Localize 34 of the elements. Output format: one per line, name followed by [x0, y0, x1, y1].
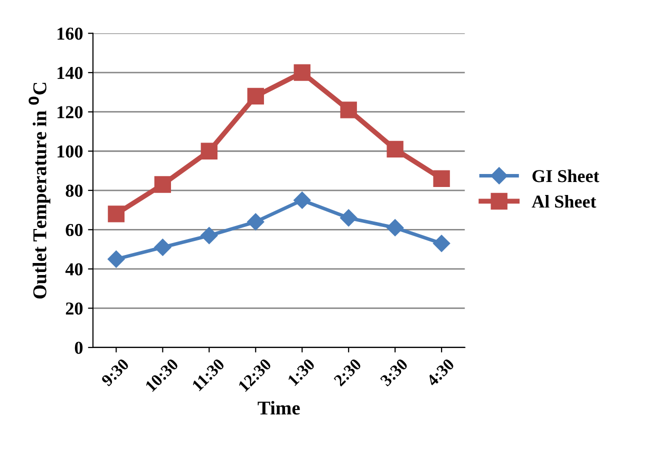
point — [200, 142, 218, 160]
y-tick-label: 160 — [58, 28, 83, 40]
legend-label: GI Sheet — [532, 170, 600, 182]
point — [433, 234, 450, 252]
point — [340, 209, 358, 226]
y-tick-label: 40 — [65, 263, 83, 276]
point — [386, 140, 404, 158]
y-tick-label: 80 — [66, 184, 83, 197]
y-tick-label: 20 — [66, 302, 83, 315]
y-tick-label: 120 — [58, 106, 83, 118]
point — [386, 219, 404, 236]
point — [340, 102, 357, 118]
point — [247, 213, 264, 230]
x-tick-label: 1:30 — [287, 358, 316, 386]
point — [154, 176, 172, 193]
point — [247, 88, 264, 104]
point — [108, 250, 125, 268]
y-tick-label: 60 — [66, 224, 83, 236]
point — [200, 227, 218, 244]
y-tick-label: 0 — [74, 342, 83, 354]
point — [294, 192, 311, 209]
point — [154, 238, 172, 256]
point — [433, 170, 450, 187]
y-tick-label: 100 — [58, 145, 83, 158]
legend-label: Al Sheet — [532, 195, 596, 208]
y-axis-title: Outlet Temperature in $^{0}$C — [28, 82, 50, 299]
x-tick-label: 3:30 — [380, 358, 408, 387]
y-tick-label: 140 — [58, 66, 83, 80]
x-tick-label: 9:30 — [100, 358, 130, 387]
x-tick-label: 2:30 — [333, 358, 362, 387]
point — [108, 206, 125, 222]
x-axis-title: Time — [258, 400, 300, 415]
x-tick-label: 4:30 — [426, 358, 455, 387]
point — [294, 64, 310, 81]
